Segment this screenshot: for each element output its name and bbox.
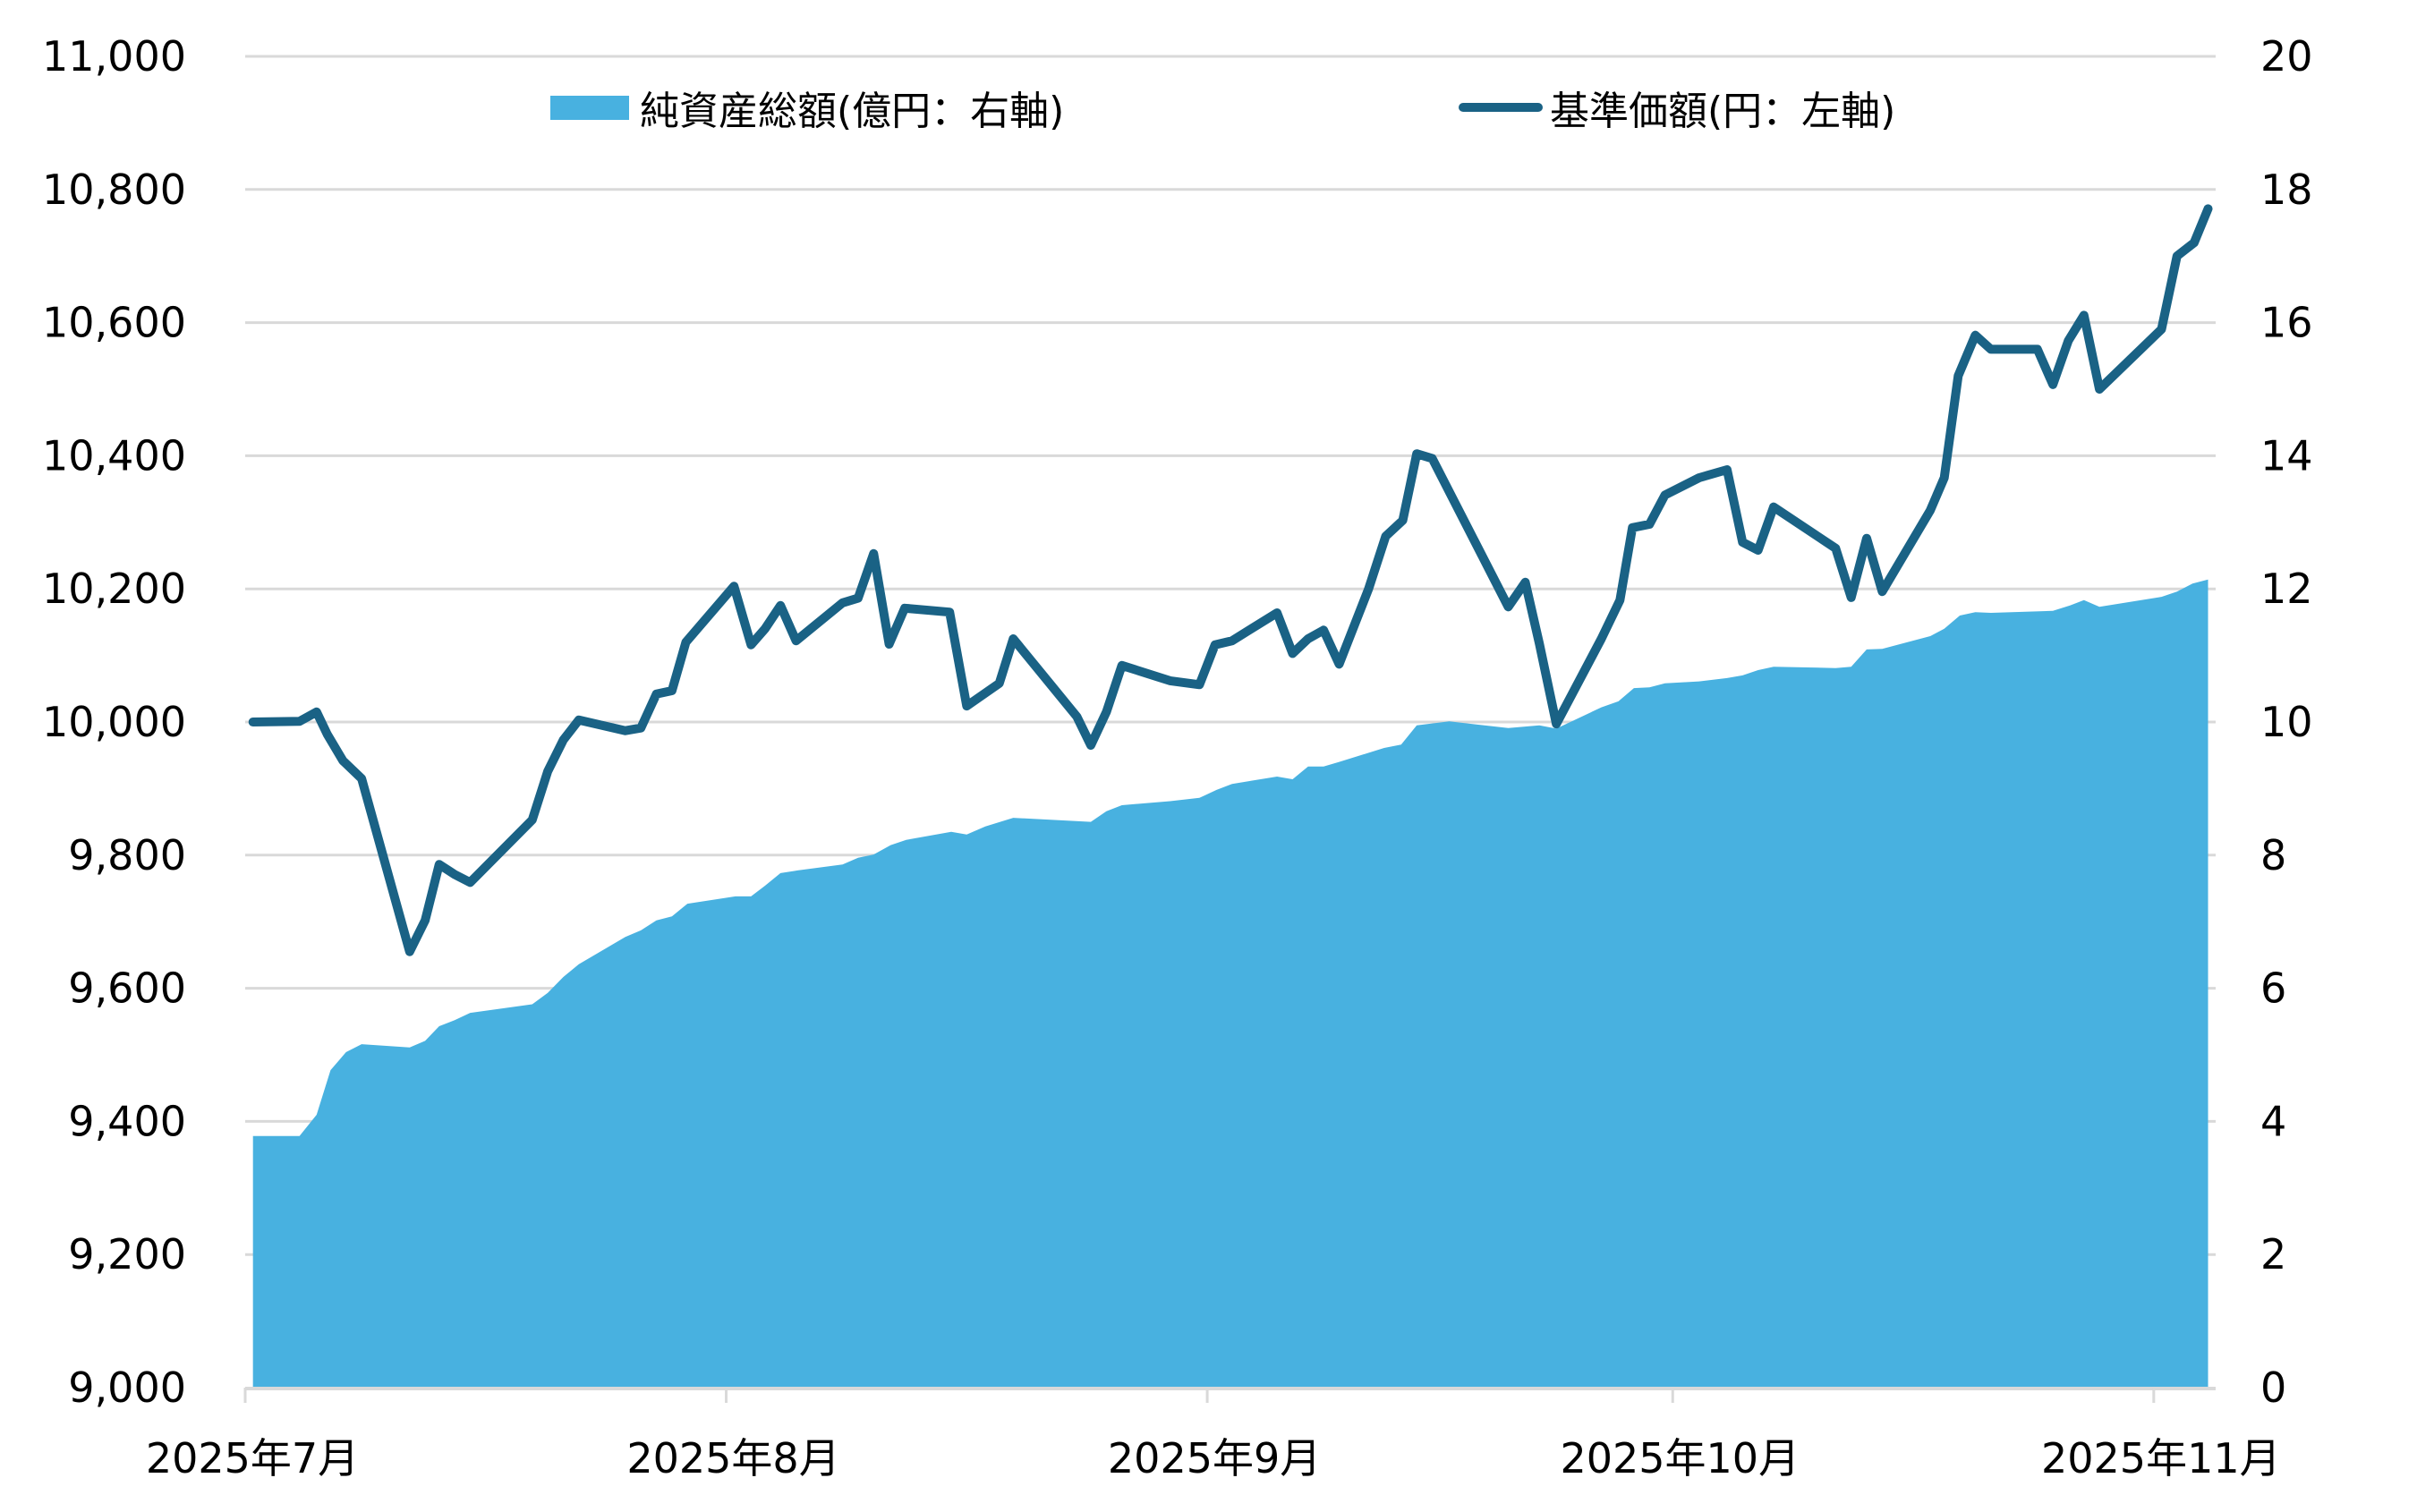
right-axis-tick-label: 10 (2260, 698, 2313, 746)
right-axis-labels: 0 2 4 6 8 10 12 14 16 18 20 (2260, 32, 2313, 1412)
right-axis-tick-label: 16 (2260, 299, 2313, 347)
right-axis-tick-label: 12 (2260, 565, 2313, 613)
nav-line (248, 204, 2213, 956)
right-axis-tick-label: 8 (2260, 831, 2286, 879)
x-axis-tick-label: 2025年9月 (1108, 1434, 1321, 1482)
x-axis-ticks (243, 1388, 2156, 1403)
left-axis-tick-label: 10,200 (42, 565, 186, 613)
x-axis-tick-label: 2025年8月 (626, 1434, 839, 1482)
legend-label-nav: 基準価額(円：左軸) (1550, 89, 1896, 134)
right-axis-tick-label: 6 (2260, 964, 2286, 1013)
legend-item-net-assets: 純資産総額(億円：右軸) (550, 82, 1064, 134)
area-swatch-icon (550, 95, 629, 120)
left-axis-tick-label: 10,400 (42, 431, 186, 480)
left-axis-tick-label: 9,000 (68, 1363, 186, 1412)
left-axis-tick-label: 9,400 (68, 1097, 186, 1145)
left-axis-tick-label: 9,800 (68, 831, 186, 879)
x-axis-labels: 2025年7月 2025年8月 2025年9月 2025年10月 2025年11月 (146, 1434, 2281, 1482)
left-axis-tick-label: 11,000 (42, 32, 186, 81)
left-axis-tick-label: 9,200 (68, 1230, 186, 1278)
x-axis-tick-label: 2025年10月 (1560, 1434, 1800, 1482)
right-axis-tick-label: 4 (2260, 1097, 2286, 1145)
line-swatch-icon (1459, 103, 1543, 112)
legend-item-nav: 基準価額(円：左軸) (1459, 82, 1895, 134)
left-axis-tick-label: 9,600 (68, 964, 186, 1013)
legend-label-net-assets: 純資産総額(億円：右軸) (640, 89, 1065, 134)
right-axis-tick-label: 2 (2260, 1230, 2286, 1278)
left-axis-labels: 9,000 9,200 9,400 9,600 9,800 10,000 10,200 10,… (42, 32, 186, 1412)
right-axis-tick-label: 14 (2260, 431, 2313, 480)
x-axis-tick-label: 2025年7月 (146, 1434, 359, 1482)
left-axis-tick-label: 10,600 (42, 299, 186, 347)
right-axis-tick-label: 0 (2260, 1363, 2286, 1412)
net-assets-area (252, 579, 2208, 1388)
left-axis-tick-label: 10,000 (42, 698, 186, 746)
right-axis-tick-label: 20 (2260, 32, 2313, 81)
left-axis-tick-label: 10,800 (42, 166, 186, 214)
x-axis-tick-label: 2025年11月 (2041, 1434, 2281, 1482)
right-axis-tick-label: 18 (2260, 166, 2313, 214)
